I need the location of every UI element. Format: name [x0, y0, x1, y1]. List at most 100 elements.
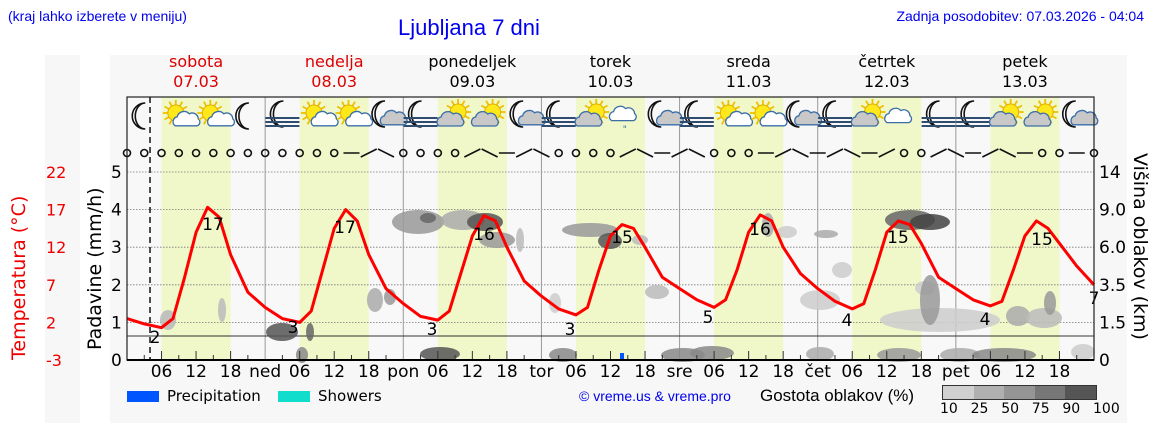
sun-ray [865, 100, 870, 106]
cloud-height-tick: 6.0 [1099, 238, 1126, 258]
hour-tick-label: 18 [911, 362, 933, 382]
calm-wind-icon [329, 148, 339, 158]
cloud-blob [1071, 344, 1095, 360]
moon-icon [1061, 100, 1076, 128]
cloud-blob [218, 298, 226, 322]
daily-max-label: 17 [334, 218, 356, 238]
temperature-line [126, 97, 1096, 360]
moon-cloud-icon [1061, 100, 1099, 128]
daily-max-label: 15 [611, 228, 633, 248]
moon-icon [235, 102, 249, 130]
sun-ray [716, 116, 722, 121]
last-updated: Zadnja posodobitev: 07.03.2026 - 04:04 [896, 8, 1144, 24]
temp-tick: 17 [46, 201, 66, 220]
sun-ray [464, 115, 470, 120]
cloud-height-axis-title: Višina oblakov (km) [1129, 153, 1151, 340]
day-abbr-label: ned [249, 362, 281, 382]
sun-ray [464, 104, 470, 109]
daily-max-label: 16 [749, 220, 771, 240]
cloud-blob [777, 226, 797, 238]
calm-wind-icon [226, 148, 235, 158]
day-header: torek 10.03 [541, 52, 681, 92]
cloud-blob [940, 348, 980, 362]
sun-ray [203, 119, 208, 125]
daily-min-label: 4 [980, 310, 991, 330]
temp-tick: 7 [46, 276, 56, 295]
cloud-height-tick: 1.5 [1099, 313, 1126, 333]
moon-fog-icon [817, 100, 852, 128]
cloud-density-label: Gostota oblakov (%) [760, 386, 915, 405]
cloud-icon [1023, 111, 1052, 127]
cloud-blob [880, 308, 1000, 332]
copyright-link[interactable]: © vreme.us & vreme.pro [579, 388, 731, 404]
cloud-icon [988, 111, 1017, 127]
daily-max-label: 15 [887, 228, 909, 248]
cloud-icon [794, 109, 823, 126]
sun-ray [1051, 115, 1057, 120]
day-name: ponedeljek [428, 52, 517, 71]
day-date: 10.03 [587, 72, 634, 91]
rain-icon: " [623, 125, 627, 135]
cloud-blob [910, 214, 950, 230]
sun-cloud-icon [162, 100, 201, 127]
cloud-icon [1070, 109, 1099, 126]
hour-tick-label: 06 [841, 362, 863, 382]
moon-cloud-icon [647, 100, 684, 128]
cloud-sun-icon [470, 99, 506, 127]
cloud-icon [759, 110, 788, 127]
hour-tick-label: 18 [496, 362, 518, 382]
day-header: ponedeljek 09.03 [402, 52, 542, 92]
precipitation-axis-title: Padavine (mm/h) [84, 187, 106, 350]
hour-tick-label: 18 [358, 362, 380, 382]
hour-tick-label: 12 [1014, 362, 1036, 382]
daily-min-label: 4 [842, 311, 853, 331]
calm-wind-icon [191, 148, 201, 158]
sun-ray [878, 115, 885, 120]
moon-icon [785, 100, 800, 128]
cloud-icon [884, 107, 913, 124]
daily-min-label: 3 [288, 318, 299, 338]
cloud-icon [517, 109, 546, 126]
temp-tick: 22 [46, 163, 66, 182]
temperature-axis-title: Temperatura (°C) [8, 195, 30, 360]
day-name: četrtek [858, 52, 916, 71]
day-date: 07.03 [173, 72, 219, 91]
hour-tick-label: 06 [980, 362, 1002, 382]
wind-barb-icon [463, 148, 481, 158]
hour-tick-label: 06 [151, 362, 173, 382]
density-swatch [1065, 386, 1096, 399]
sun-cloud-icon [335, 100, 374, 127]
sun-ray [1013, 100, 1018, 106]
cloud-height-tick: 0 [1099, 351, 1110, 371]
cloud-density-scale [942, 385, 1097, 400]
day-header: sobota 07.03 [126, 52, 266, 92]
cloud-blob [814, 230, 838, 238]
cloud-icon [608, 105, 637, 122]
sun-ray [860, 104, 867, 109]
density-tick: 90 [1062, 401, 1081, 417]
cloud-icon [884, 107, 913, 124]
hour-tick-label: 12 [738, 362, 760, 382]
cloud-icon [850, 111, 879, 127]
cloud-blob [645, 285, 669, 299]
legend-precipitation-label: Precipitation [167, 387, 261, 405]
day-abbr-label: tor [529, 362, 553, 382]
hour-tick-label: 12 [185, 362, 207, 382]
hour-tick-label: 18 [772, 362, 794, 382]
day-abbr-label: pet [942, 362, 970, 382]
sun-ray [755, 119, 760, 125]
day-date: 09.03 [449, 72, 496, 91]
showers-swatch [278, 390, 310, 402]
sun-ray [485, 100, 490, 106]
sun-ray [1017, 104, 1023, 109]
wind-barb-icon [377, 148, 395, 158]
sun-ray [164, 116, 170, 121]
density-tick: 50 [1001, 401, 1020, 417]
day-date: 11.03 [725, 72, 772, 91]
daily-max-label: 16 [473, 225, 495, 245]
cloud-icon [725, 110, 754, 127]
calm-wind-icon [588, 148, 598, 158]
daily-min-label: 3 [427, 320, 438, 340]
sun-ray [495, 100, 500, 106]
wind-barb-icon [947, 148, 965, 158]
